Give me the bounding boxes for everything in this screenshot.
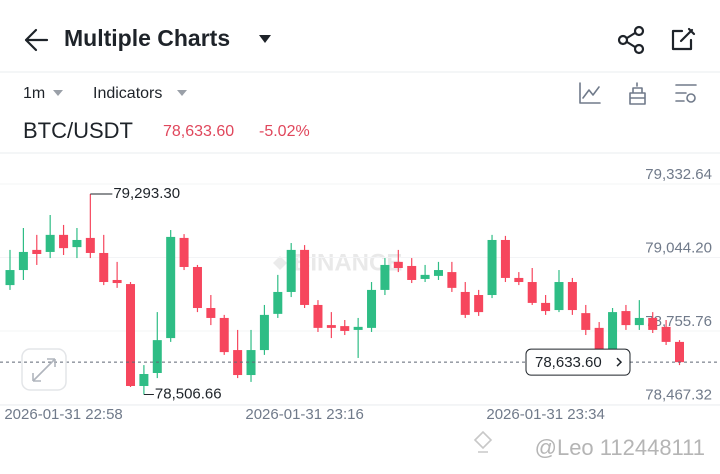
candle-body <box>500 239 510 278</box>
y-tick-label: 79,044.20 <box>645 239 712 256</box>
candle-body <box>353 326 363 330</box>
candle-body <box>554 282 564 311</box>
last-price-tag-label: 78,633.60 <box>535 354 602 371</box>
back-button[interactable] <box>24 28 49 52</box>
candle-body <box>407 265 417 280</box>
candle-body <box>273 291 283 314</box>
candle-body <box>5 270 15 286</box>
edit-button[interactable] <box>671 27 696 51</box>
y-tick-label: 78,755.76 <box>645 313 712 330</box>
candle-body <box>192 266 202 309</box>
title-dropdown[interactable] <box>259 35 271 43</box>
candle-body <box>112 279 122 284</box>
candle-body <box>59 234 69 249</box>
candle-body <box>567 282 577 311</box>
last-price: 78,633.60 <box>163 123 234 140</box>
candle-body <box>139 374 149 386</box>
candle-body <box>18 251 28 271</box>
candle-body <box>581 313 591 330</box>
candle-body <box>233 350 243 376</box>
candle-body <box>219 317 229 353</box>
candle-body <box>474 295 484 313</box>
indicators-caret[interactable] <box>177 90 187 96</box>
candle-body <box>340 326 350 331</box>
candle-body <box>259 314 269 351</box>
interval-selector[interactable]: 1m <box>23 85 45 102</box>
candle-body <box>648 317 658 330</box>
candle-body <box>594 327 604 354</box>
y-tick-label: 78,467.32 <box>645 386 712 403</box>
candle-body <box>99 252 109 283</box>
candle-body <box>45 234 55 252</box>
candle-body <box>246 350 256 376</box>
interval-caret[interactable] <box>53 90 63 96</box>
candle-body <box>420 274 430 279</box>
candle-body <box>447 272 457 288</box>
drawing-button[interactable] <box>629 82 646 105</box>
min-label: 78,506.66 <box>155 385 222 402</box>
candle-body <box>675 341 684 363</box>
last-price-tag-chevron <box>616 357 623 367</box>
user-watermark: @Leo 112448111 <box>535 435 705 460</box>
candlestick-chart: 78,467.32 78,755.76 79,044.20 79,332.64 2026… <box>0 166 720 423</box>
price-change: -5.02% <box>259 123 310 140</box>
expand-button[interactable] <box>21 348 67 391</box>
settings-button[interactable] <box>675 84 697 103</box>
x-tick-label: 2026-01-31 23:16 <box>245 406 363 423</box>
candle-body <box>621 311 631 326</box>
candle-body <box>326 325 336 328</box>
candle-body <box>433 270 443 276</box>
candle-body <box>286 249 296 292</box>
candle-body <box>608 312 618 353</box>
candle-body <box>661 326 671 342</box>
candle-body <box>152 340 162 373</box>
candle-body <box>367 289 377 328</box>
candle-body <box>32 249 42 254</box>
candle-body <box>85 237 95 253</box>
symbol-pair: BTC/USDT <box>23 118 133 143</box>
candle-body <box>313 304 323 328</box>
candle-body <box>300 249 310 305</box>
last-price-tag <box>525 348 631 376</box>
candle-body <box>393 261 403 269</box>
candle-body <box>527 282 537 303</box>
candle-body <box>206 308 216 318</box>
x-tick-label: 2026-01-31 22:58 <box>4 406 122 423</box>
indicators-button[interactable]: Indicators <box>93 85 162 102</box>
share-button[interactable] <box>617 25 645 55</box>
candle-body <box>487 239 497 296</box>
chart-type-button[interactable] <box>579 82 601 104</box>
candle-body <box>380 264 390 290</box>
candle-body <box>126 284 136 386</box>
candle-body <box>514 277 524 283</box>
user-watermark-logo <box>473 430 493 453</box>
candle-body <box>179 237 189 267</box>
candle-body <box>634 317 644 326</box>
candle-body <box>460 291 470 315</box>
y-tick-label: 79,332.64 <box>645 166 712 183</box>
candle-body <box>72 239 82 248</box>
candle-body <box>541 302 551 312</box>
x-tick-label: 2026-01-31 23:34 <box>486 406 604 423</box>
page-title[interactable]: Multiple Charts <box>64 25 230 51</box>
max-label: 79,293.30 <box>113 185 180 202</box>
candle-body <box>166 236 176 339</box>
